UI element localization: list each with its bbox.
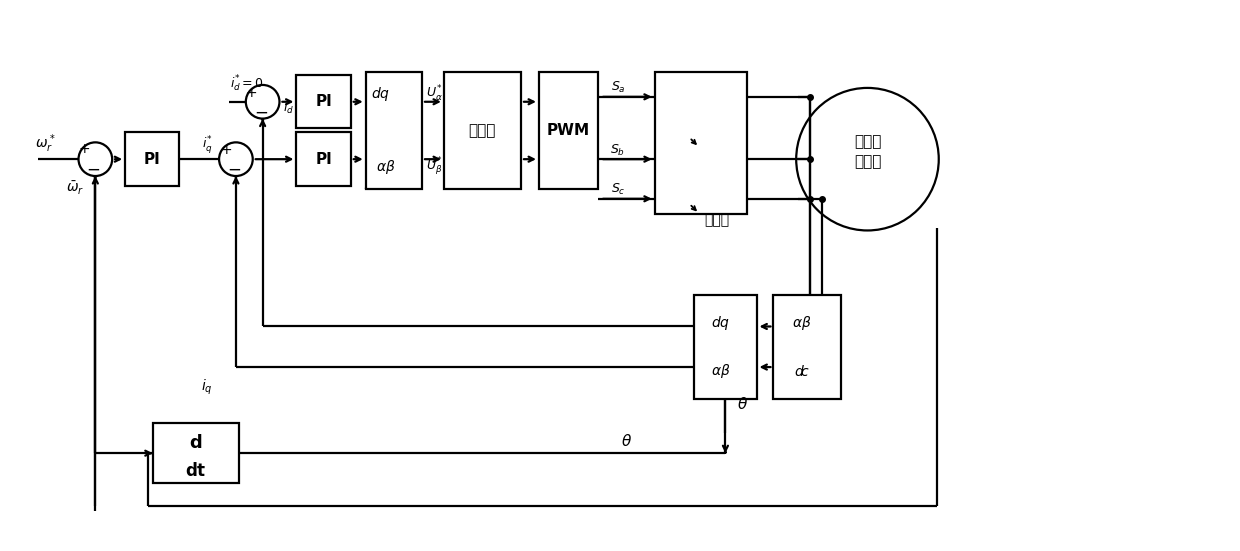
Text: $-$: $-$ <box>254 102 268 121</box>
Text: $i_q$: $i_q$ <box>201 377 213 397</box>
Bar <box>125 132 180 186</box>
Bar <box>655 72 746 214</box>
Text: $i_q^{*}$: $i_q^{*}$ <box>202 134 213 156</box>
Text: 步电机: 步电机 <box>854 154 882 169</box>
Text: $\alpha\beta$: $\alpha\beta$ <box>376 158 396 176</box>
Text: $\alpha\beta$: $\alpha\beta$ <box>711 362 730 380</box>
Text: $\theta$: $\theta$ <box>738 396 749 412</box>
Text: $d\!c$: $d\!c$ <box>794 364 810 379</box>
Polygon shape <box>699 180 715 192</box>
Text: $dq$: $dq$ <box>711 314 730 332</box>
Text: +: + <box>78 142 91 156</box>
Text: $\mathbf{d}$: $\mathbf{d}$ <box>190 434 202 452</box>
Text: PWM: PWM <box>547 123 590 138</box>
Text: $dq$: $dq$ <box>371 85 391 103</box>
Text: PI: PI <box>315 152 332 167</box>
Bar <box>366 72 422 189</box>
Text: $S_b$: $S_b$ <box>610 143 625 158</box>
Text: $U_{\beta}^{*}$: $U_{\beta}^{*}$ <box>427 156 443 178</box>
Text: 过调制: 过调制 <box>469 123 496 138</box>
Bar <box>444 72 521 189</box>
Text: PI: PI <box>315 94 332 109</box>
Bar <box>539 72 598 189</box>
Text: $i_d^{*}=0$: $i_d^{*}=0$ <box>229 74 264 94</box>
Text: $U_{\alpha}^{*}$: $U_{\alpha}^{*}$ <box>427 84 443 104</box>
Polygon shape <box>699 114 715 126</box>
Bar <box>296 132 351 186</box>
Bar <box>296 75 351 128</box>
Text: $-$: $-$ <box>227 160 241 178</box>
Text: PI: PI <box>144 152 161 167</box>
Bar <box>694 295 756 399</box>
Text: +: + <box>246 86 258 100</box>
Bar <box>774 295 841 399</box>
Text: $S_a$: $S_a$ <box>610 80 625 95</box>
Text: $\bar{\omega}_r$: $\bar{\omega}_r$ <box>67 180 84 197</box>
Text: $S_c$: $S_c$ <box>611 182 625 197</box>
Text: 逆变器: 逆变器 <box>704 214 729 228</box>
Bar <box>153 424 239 483</box>
Text: 永磁同: 永磁同 <box>854 134 882 149</box>
Text: $\alpha\beta$: $\alpha\beta$ <box>792 314 812 332</box>
Text: $-$: $-$ <box>87 160 100 178</box>
Text: $\theta$: $\theta$ <box>621 433 632 449</box>
Text: $\omega_r^*$: $\omega_r^*$ <box>35 132 56 155</box>
Text: $\mathbf{dt}$: $\mathbf{dt}$ <box>185 462 207 480</box>
Text: +: + <box>221 143 232 157</box>
Text: $i_d$: $i_d$ <box>284 100 294 116</box>
